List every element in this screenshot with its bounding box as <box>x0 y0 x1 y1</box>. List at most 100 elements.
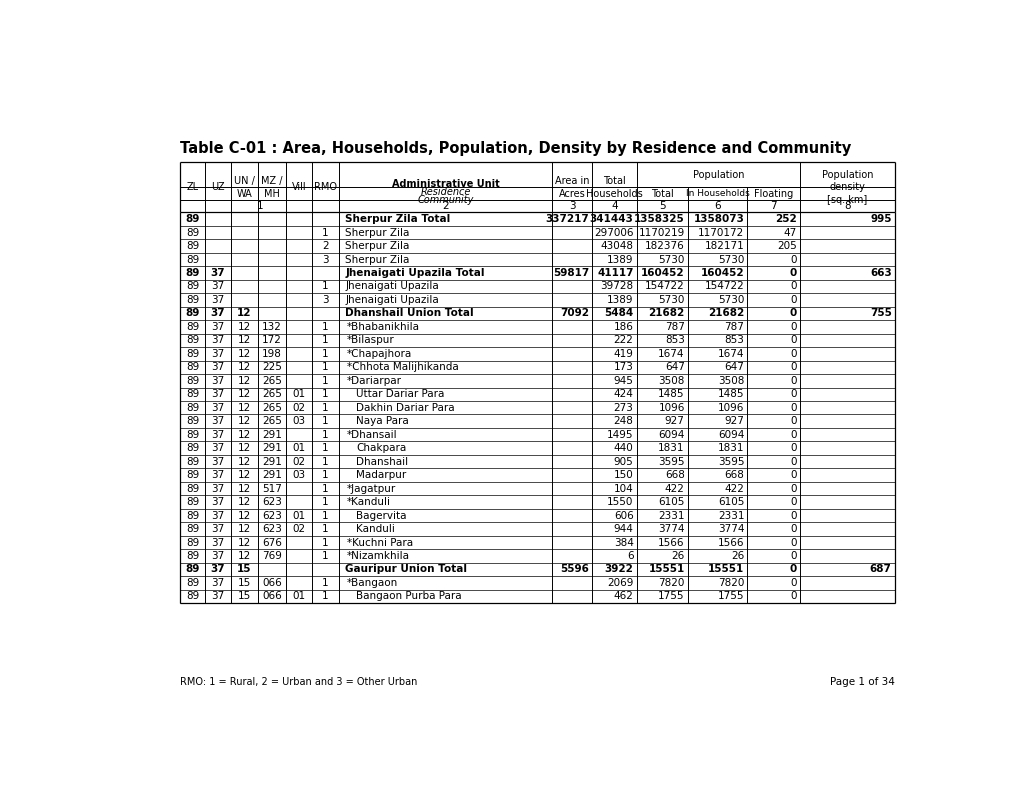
Text: 623: 623 <box>262 511 281 521</box>
Text: Kanduli: Kanduli <box>356 524 394 534</box>
Text: 0: 0 <box>790 349 796 359</box>
Text: 172: 172 <box>262 336 281 345</box>
Text: 89: 89 <box>185 362 199 373</box>
Text: 37: 37 <box>211 578 224 588</box>
Text: 0: 0 <box>790 281 796 292</box>
Text: 160452: 160452 <box>641 268 684 278</box>
Text: 37: 37 <box>210 308 225 318</box>
Text: 89: 89 <box>185 214 200 224</box>
Text: ZL: ZL <box>186 182 199 192</box>
Text: 1566: 1566 <box>657 537 684 548</box>
Text: 37: 37 <box>211 362 224 373</box>
Text: 0: 0 <box>790 295 796 305</box>
Text: *Bhabanikhila: *Bhabanikhila <box>346 322 420 332</box>
Text: 37: 37 <box>211 511 224 521</box>
Text: 6094: 6094 <box>717 429 744 440</box>
Text: 1: 1 <box>322 537 328 548</box>
Text: 37: 37 <box>211 443 224 453</box>
Text: 37: 37 <box>211 524 224 534</box>
Text: 1: 1 <box>322 524 328 534</box>
Text: 384: 384 <box>613 537 633 548</box>
Text: 89: 89 <box>185 443 199 453</box>
Text: 12: 12 <box>237 349 251 359</box>
Text: 066: 066 <box>262 578 281 588</box>
Text: 1: 1 <box>322 497 328 507</box>
Text: 89: 89 <box>185 497 199 507</box>
Text: 663: 663 <box>869 268 891 278</box>
Text: 59817: 59817 <box>552 268 589 278</box>
Text: 1: 1 <box>322 403 328 413</box>
Text: 37: 37 <box>211 470 224 480</box>
Text: 462: 462 <box>613 592 633 601</box>
Text: 1096: 1096 <box>717 403 744 413</box>
Text: 8: 8 <box>844 201 850 211</box>
Text: 89: 89 <box>185 336 199 345</box>
Text: 89: 89 <box>185 416 199 426</box>
Text: 186: 186 <box>613 322 633 332</box>
Text: 47: 47 <box>783 228 796 238</box>
Text: 160452: 160452 <box>700 268 744 278</box>
Text: 12: 12 <box>237 443 251 453</box>
Text: 02: 02 <box>292 457 306 466</box>
Text: 623: 623 <box>262 497 281 507</box>
Text: 3595: 3595 <box>657 457 684 466</box>
Text: 89: 89 <box>185 564 200 574</box>
Text: 1: 1 <box>322 429 328 440</box>
Text: 668: 668 <box>664 470 684 480</box>
Text: 1: 1 <box>322 228 328 238</box>
Text: RMO: 1 = Rural, 2 = Urban and 3 = Other Urban: RMO: 1 = Rural, 2 = Urban and 3 = Other … <box>180 678 417 687</box>
Text: Page 1 of 34: Page 1 of 34 <box>829 678 894 687</box>
Text: 424: 424 <box>613 389 633 400</box>
Text: 182171: 182171 <box>704 241 744 251</box>
Text: 1170219: 1170219 <box>638 228 684 238</box>
Text: 0: 0 <box>789 268 796 278</box>
Text: 7820: 7820 <box>717 578 744 588</box>
Text: *Bilaspur: *Bilaspur <box>346 336 394 345</box>
Text: Population
density
[sq. km]: Population density [sq. km] <box>821 170 872 205</box>
Text: 89: 89 <box>185 511 199 521</box>
Text: Total
Households: Total Households <box>586 177 642 199</box>
Text: 37: 37 <box>211 457 224 466</box>
Text: 37: 37 <box>211 537 224 548</box>
Text: 419: 419 <box>613 349 633 359</box>
Text: 3: 3 <box>569 201 575 211</box>
Text: 769: 769 <box>262 551 281 561</box>
Text: 273: 273 <box>613 403 633 413</box>
Text: Jhenaigati Upazila Total: Jhenaigati Upazila Total <box>345 268 484 278</box>
Text: 291: 291 <box>262 443 281 453</box>
Text: Sherpur Zila: Sherpur Zila <box>345 241 410 251</box>
Text: Dhanshail: Dhanshail <box>356 457 408 466</box>
Text: Dakhin Dariar Para: Dakhin Dariar Para <box>356 403 454 413</box>
Text: Area in
Acres: Area in Acres <box>554 177 589 199</box>
Text: 341443: 341443 <box>589 214 633 224</box>
Text: 265: 265 <box>262 403 281 413</box>
Text: 1: 1 <box>322 484 328 493</box>
Text: 1: 1 <box>322 376 328 386</box>
Text: 248: 248 <box>613 416 633 426</box>
Text: 89: 89 <box>185 403 199 413</box>
Text: 7: 7 <box>769 201 776 211</box>
Text: 787: 787 <box>664 322 684 332</box>
Text: 647: 647 <box>723 362 744 373</box>
Text: 3774: 3774 <box>657 524 684 534</box>
Text: 0: 0 <box>790 322 796 332</box>
Text: 26: 26 <box>731 551 744 561</box>
Text: Naya Para: Naya Para <box>356 416 409 426</box>
Text: 2331: 2331 <box>657 511 684 521</box>
Text: 1485: 1485 <box>657 389 684 400</box>
Text: UN /
WA: UN / WA <box>233 177 255 199</box>
Text: 5730: 5730 <box>657 255 684 265</box>
Text: Administrative Unit: Administrative Unit <box>391 179 499 189</box>
Text: Jhenaigati Upazila: Jhenaigati Upazila <box>345 281 438 292</box>
Text: 291: 291 <box>262 457 281 466</box>
Text: 5730: 5730 <box>717 255 744 265</box>
Text: 89: 89 <box>185 376 199 386</box>
Text: In Households: In Households <box>685 189 749 198</box>
Text: *Kanduli: *Kanduli <box>346 497 390 507</box>
Text: 623: 623 <box>262 524 281 534</box>
Text: 1755: 1755 <box>657 592 684 601</box>
Text: 6: 6 <box>627 551 633 561</box>
Text: 7820: 7820 <box>657 578 684 588</box>
Text: 89: 89 <box>185 484 199 493</box>
Text: 1358325: 1358325 <box>634 214 684 224</box>
